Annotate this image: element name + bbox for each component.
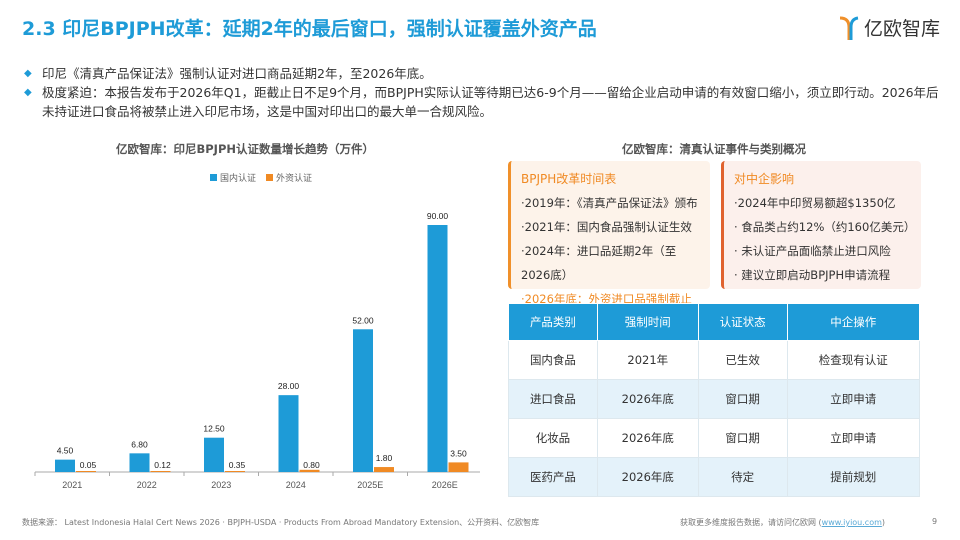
- card-title: BPJPH改革时间表: [521, 172, 617, 186]
- logo-text: 亿欧智库: [864, 18, 941, 40]
- diamond-icon: ◆: [24, 68, 32, 79]
- timeline-card: BPJPH改革时间表 ·2019年：《清真产品保证法》颁布 ·2021年：国内食…: [508, 161, 710, 306]
- column-header: 强制时间: [596, 303, 699, 341]
- x-tick-label: 2022: [137, 480, 157, 490]
- data-label: 3.50: [450, 448, 467, 458]
- table-row: 医药产品 2026年底 待定 提前规划: [508, 457, 921, 497]
- website-link[interactable]: www.iyiou.com: [821, 518, 882, 527]
- table-cell: 2026年底: [596, 418, 699, 458]
- table-cell: 2026年底: [596, 379, 699, 419]
- card-item: ·2019年：《清真产品保证法》颁布: [521, 196, 698, 210]
- x-tick-label: 2021: [62, 480, 82, 490]
- card-item: ·2024年：进口品延期2年（至2026底）: [521, 244, 677, 282]
- data-label: 0.12: [154, 460, 171, 470]
- table-header-row: 产品类别 强制时间 认证状态 中企操作: [508, 303, 921, 341]
- table-row: 国内食品 2021年 已生效 检查现有认证: [508, 340, 921, 380]
- chart-title: 亿欧智库：印尼BPJPH认证数量增长趋势（万件）: [115, 142, 375, 156]
- source-note: 数据来源： Latest Indonesia Halal Cert News 2…: [22, 518, 540, 527]
- table-cell: 待定: [697, 457, 788, 497]
- table-cell: 化妆品: [508, 418, 598, 458]
- table-cell: 检查现有认证: [786, 340, 921, 380]
- diamond-icon: ◆: [24, 87, 32, 98]
- table-cell: 2026年底: [596, 457, 699, 497]
- bar-chart: 2021 4.50 0.05 2022 6.80 0.12 2023 12.50 0.35 202…: [34, 211, 480, 490]
- data-label: 90.00: [427, 211, 449, 221]
- data-label: 0.05: [80, 460, 97, 470]
- bar: [225, 471, 245, 472]
- bullet-text: 极度紧迫：本报告发布于2026年Q1，距截止日不足9个月，而BPJPH实际认证等…: [42, 85, 939, 119]
- table-cell: 提前规划: [786, 457, 921, 497]
- bar: [299, 469, 320, 472]
- bar: [55, 459, 75, 472]
- x-tick-label: 2024: [286, 480, 306, 490]
- data-label: 12.50: [203, 424, 225, 434]
- bar: [374, 467, 394, 472]
- table-cell: 国内食品: [508, 340, 598, 380]
- card-item: ·2021年：国内食品强制认证生效: [521, 220, 692, 234]
- data-label: 6.80: [131, 439, 148, 449]
- footer-more: 获取更多维度报告数据，请访问亿欧网 (www.iyiou.com): [680, 518, 886, 527]
- data-label: 4.50: [57, 446, 74, 456]
- table-row: 化妆品 2026年底 窗口期 立即申请: [508, 418, 921, 458]
- column-header: 中企操作: [786, 303, 921, 341]
- bar: [76, 471, 96, 472]
- table-cell: 已生效: [697, 340, 788, 380]
- legend-item: 国内认证: [210, 171, 256, 184]
- table-cell: 进口食品: [508, 379, 598, 419]
- logo-icon: [839, 16, 859, 40]
- bullet-item: ◆ 极度紧迫：本报告发布于2026年Q1，距截止日不足9个月，而BPJPH实际认证…: [24, 83, 944, 121]
- card-item: ·2026年底：外资进口品强制截止: [521, 292, 692, 306]
- data-label: 0.35: [229, 460, 246, 470]
- page-title: 2.3 印尼BPJPH改革：延期2年的最后窗口，强制认证覆盖外资产品: [22, 18, 597, 40]
- data-label: 28.00: [278, 381, 300, 391]
- bar: [427, 225, 448, 472]
- column-header: 认证状态: [697, 303, 788, 341]
- table-cell: 立即申请: [786, 379, 921, 419]
- category-table: 产品类别 强制时间 认证状态 中企操作 国内食品 2021年 已生效 检查现有认证 进口…: [508, 303, 921, 497]
- bar: [353, 329, 373, 472]
- bullet-list: ◆ 印尼《清真产品保证法》强制认证对进口商品延期2年，至2026年底。 ◆ 极度紧迫…: [24, 64, 944, 121]
- page-number: 9: [932, 517, 938, 526]
- card-item: · 食品类占约12%（约160亿美元）: [734, 220, 916, 234]
- data-label: 52.00: [352, 315, 374, 325]
- bullet-text: 印尼《清真产品保证法》强制认证对进口商品延期2年，至2026年底。: [42, 66, 432, 81]
- x-tick-label: 2023: [211, 480, 231, 490]
- column-header: 产品类别: [508, 303, 598, 341]
- bar: [278, 395, 299, 472]
- data-label: 1.80: [376, 453, 393, 463]
- chart-legend: 国内认证 外资认证: [210, 171, 312, 184]
- table-cell: 窗口期: [697, 418, 788, 458]
- bullet-item: ◆ 印尼《清真产品保证法》强制认证对进口商品延期2年，至2026年底。: [24, 64, 944, 83]
- table-row: 进口食品 2026年底 窗口期 立即申请: [508, 379, 921, 419]
- bar: [150, 471, 171, 472]
- impact-card: 对中企影响 ·2024年中印贸易额超$1350亿 · 食品类占约12%（约160…: [721, 161, 921, 289]
- data-label: 0.80: [303, 460, 320, 470]
- table-cell: 窗口期: [697, 379, 788, 419]
- logo: 亿欧智库: [838, 14, 940, 41]
- bar: [204, 437, 224, 472]
- table-cell: 立即申请: [786, 418, 921, 458]
- card-item: ·2024年中印贸易额超$1350亿: [734, 196, 896, 210]
- card-item: · 未认证产品面临禁止进口风险: [734, 244, 891, 258]
- card-item: · 建议立即启动BPJPH申请流程: [734, 268, 891, 282]
- legend-item: 外资认证: [266, 171, 312, 184]
- right-title: 亿欧智库：清真认证事件与类别概况: [622, 142, 806, 156]
- x-tick-label: 2025E: [357, 480, 383, 490]
- x-tick-label: 2026E: [432, 480, 458, 490]
- card-title: 对中企影响: [734, 172, 795, 186]
- bar: [448, 462, 469, 472]
- table-cell: 2021年: [596, 340, 699, 380]
- bar: [129, 453, 150, 472]
- table-cell: 医药产品: [508, 457, 598, 497]
